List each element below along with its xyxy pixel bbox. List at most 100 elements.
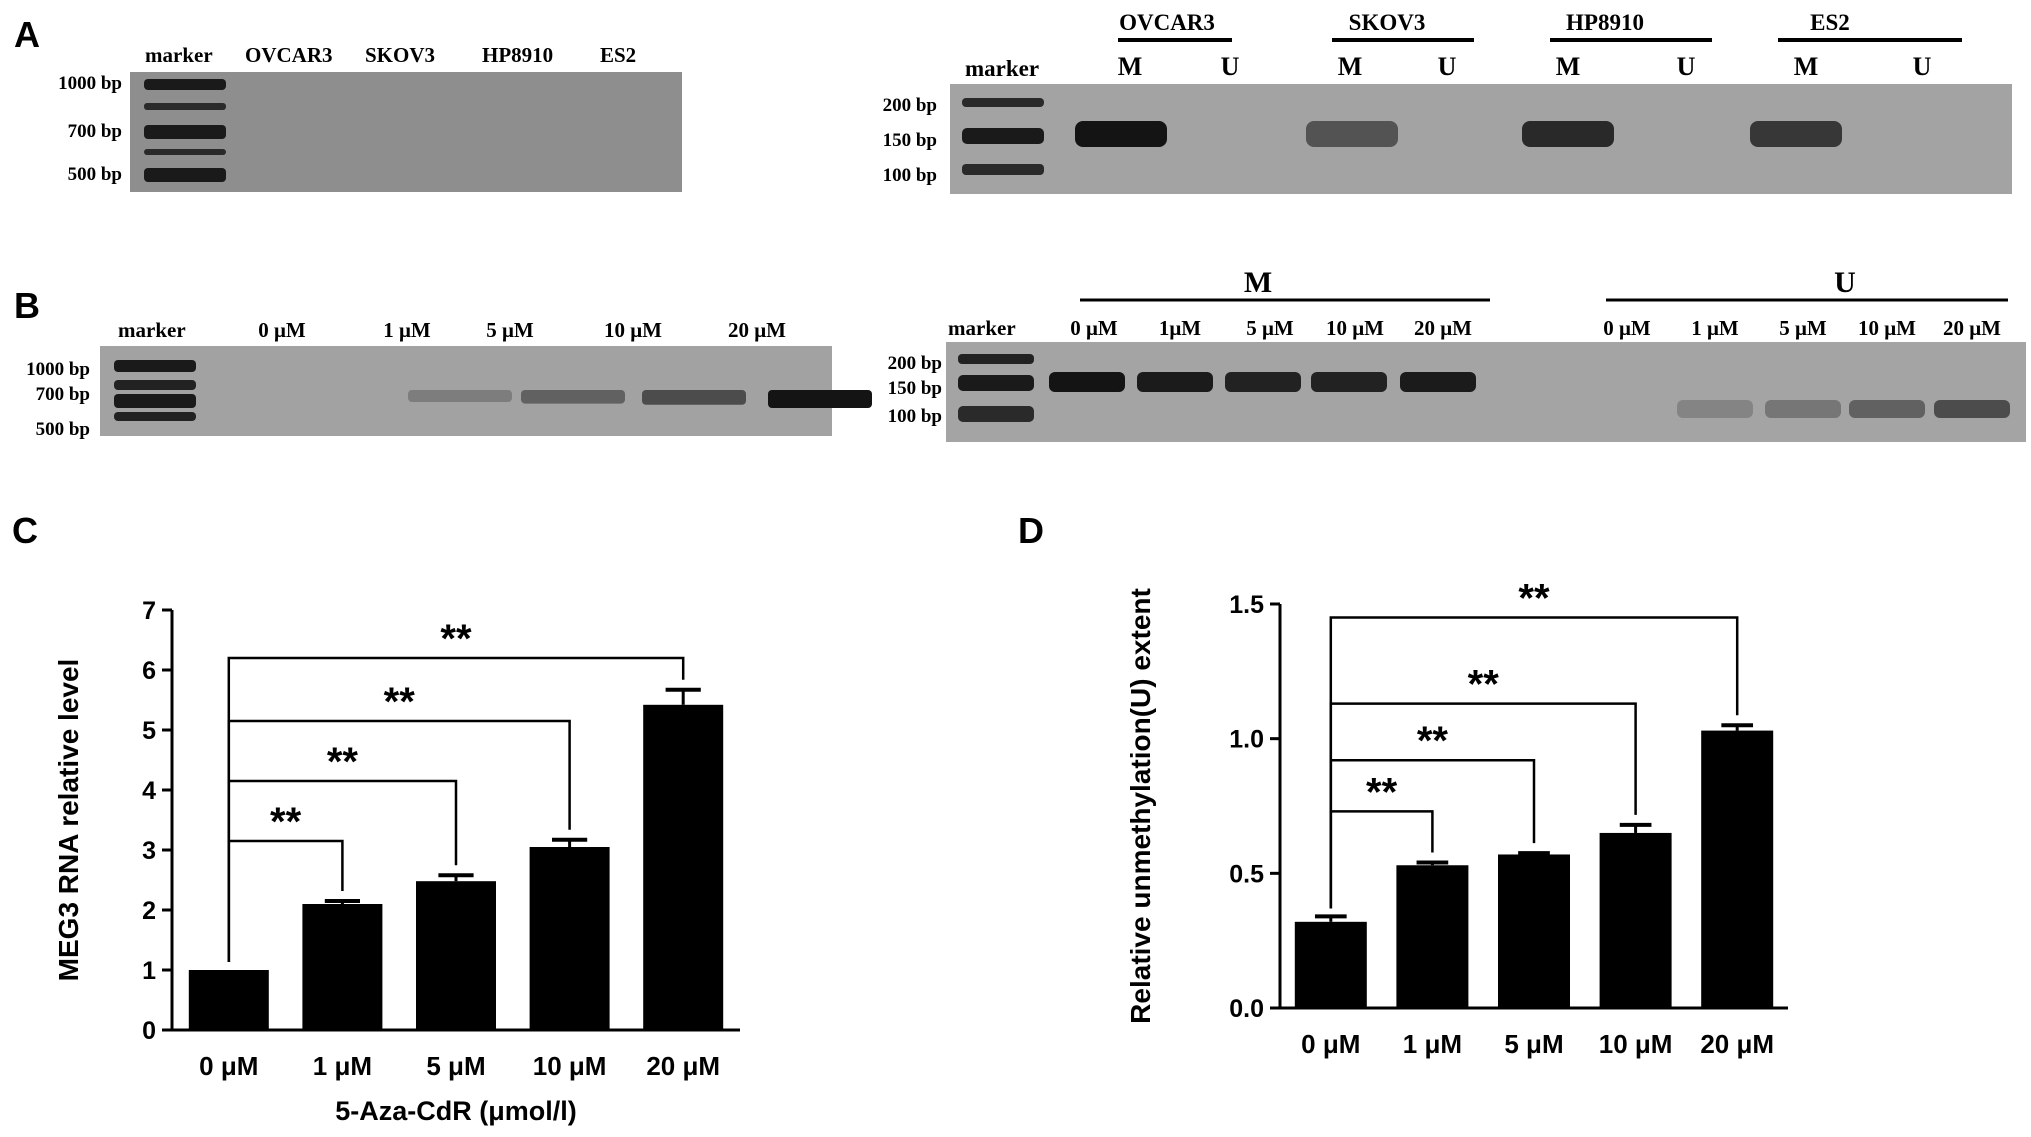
gel-a-left-lane-label: ES2	[600, 43, 636, 67]
marker-band	[114, 394, 196, 408]
gel-b-right-group-m: M	[1244, 266, 1272, 299]
gel-a-right-group-label: SKOV3	[1349, 10, 1426, 35]
x-tick-label: 1 μM	[313, 1051, 372, 1081]
y-axis-title: MEG3 RNA relative level	[53, 659, 84, 982]
panel-letter-a: A	[14, 14, 40, 55]
gel-b-right-size-label: 150 bp	[888, 378, 942, 399]
y-tick-label: 0	[142, 1017, 156, 1045]
x-tick-label: 20 μM	[1700, 1029, 1774, 1059]
gel-b-left-lane-label: marker	[118, 318, 186, 342]
x-tick-label: 10 μM	[1599, 1029, 1673, 1059]
gel-band	[1765, 400, 1841, 418]
gel-band	[1225, 372, 1301, 392]
gel-b-right-size-label: 200 bp	[888, 353, 942, 374]
sublane-label: M	[1118, 52, 1143, 81]
marker-band	[114, 380, 196, 390]
x-tick-label: 0 μM	[199, 1051, 258, 1081]
y-tick-label: 1.5	[1229, 591, 1264, 619]
chart-d: 0.0 0.5 1.0 1.5 0 μM 1 μM 5 μM 10 μM 20 μM ** ** **…	[1125, 576, 1788, 1059]
gel-band	[1075, 121, 1167, 147]
gel-b-right-lane-label: 1μM	[1159, 316, 1201, 340]
bar	[1396, 865, 1469, 1008]
x-tick-label: 10 μM	[533, 1051, 607, 1081]
gel-a-left-lane-label: HP8910	[482, 43, 553, 67]
gel-b-right-lane-label: 10 μM	[1326, 316, 1384, 340]
significance-label: **	[1417, 719, 1449, 763]
gel-band	[1849, 400, 1925, 418]
marker-band	[958, 354, 1034, 364]
significance-label: **	[384, 680, 416, 724]
bar	[416, 881, 496, 1030]
gel-b-right-lane-label: 10 μM	[1858, 316, 1916, 340]
marker-band	[144, 168, 226, 182]
x-tick-label: 20 μM	[646, 1051, 720, 1081]
significance-bracket	[1329, 616, 1739, 909]
gel-a-left-size-label: 1000 bp	[58, 73, 122, 94]
gel-b-right-marker-label: marker	[948, 316, 1016, 340]
y-tick-label: 4	[142, 777, 156, 805]
gel-a-right-size-label: 200 bp	[883, 95, 937, 116]
marker-band	[144, 79, 226, 90]
gel-a-right-marker-label: marker	[965, 56, 1039, 81]
gel-band	[408, 390, 512, 402]
gel-band	[1934, 400, 2010, 418]
x-tick-label: 0 μM	[1301, 1029, 1360, 1059]
gel-band	[521, 390, 625, 404]
gel-b-right-group-u: U	[1834, 266, 1856, 299]
marker-band	[962, 164, 1044, 175]
bar	[643, 704, 724, 1030]
bar	[1498, 854, 1570, 1008]
gel-b-left-size-label: 700 bp	[36, 384, 90, 405]
sublane-label: U	[1677, 52, 1696, 81]
y-tick-label: 7	[142, 597, 156, 625]
gel-band	[1306, 121, 1398, 147]
gel-band	[1311, 372, 1387, 392]
bar	[529, 847, 610, 1030]
significance-label: **	[1468, 663, 1500, 707]
gel-a-left-size-label: 700 bp	[68, 121, 122, 142]
gel-a-left: marker OVCAR3 SKOV3 HP8910 ES2 1000 bp 7…	[58, 43, 682, 192]
bar	[1294, 921, 1367, 1008]
significance-bracket	[227, 656, 685, 962]
gel-b-right-lane-label: 0 μM	[1603, 316, 1651, 340]
significance-label: **	[327, 740, 359, 784]
bar	[302, 904, 383, 1030]
gel-b-right: M U marker 0 μM 1μM 5 μM 10 μM 20 μM 0 μ…	[888, 266, 2026, 442]
sublane-label: M	[1794, 52, 1819, 81]
gel-b-right-lane-label: 0 μM	[1070, 316, 1118, 340]
sublane-label: U	[1438, 52, 1457, 81]
y-axis-title: Relative unmethylation(U) extent	[1125, 588, 1156, 1024]
y-tick-label: 0.5	[1229, 860, 1264, 888]
sublane-label: U	[1221, 52, 1240, 81]
marker-band	[114, 360, 196, 372]
y-tick-label: 1	[142, 957, 156, 985]
significance-label: **	[1518, 576, 1550, 620]
gel-b-right-lane-label: 20 μM	[1943, 316, 2001, 340]
gel-a-right-size-label: 100 bp	[883, 165, 937, 186]
significance-label: **	[1366, 770, 1398, 814]
gel-b-right-lane-label: 1 μM	[1691, 316, 1739, 340]
y-tick-label: 5	[142, 717, 156, 745]
gel-a-right-group-label: OVCAR3	[1119, 10, 1215, 35]
x-tick-label: 5 μM	[1504, 1029, 1563, 1059]
gel-b-left-lane-label: 0 μM	[258, 318, 306, 342]
x-axis-title: 5-Aza-CdR (μmol/l)	[335, 1096, 577, 1126]
gel-a-left-size-label: 500 bp	[68, 164, 122, 185]
chart-c: 0 1 2 3 4 5 6 7 0 μM 1 μM 5 μM 10 μM 20 μM ** ** ** ** ME…	[53, 597, 740, 1126]
y-tick-label: 3	[142, 837, 156, 865]
gel-b-left-lane-label: 5 μM	[486, 318, 534, 342]
marker-band	[962, 128, 1044, 144]
gel-b-left-size-label: 1000 bp	[26, 359, 90, 380]
gel-a-left-lane-label: OVCAR3	[245, 43, 333, 67]
significance-label: **	[270, 800, 302, 844]
gel-band	[768, 390, 872, 408]
gel-a-right-group-label: HP8910	[1566, 10, 1644, 35]
gel-a-right-group-label: ES2	[1810, 10, 1850, 35]
marker-band	[144, 103, 226, 110]
x-tick-label: 1 μM	[1403, 1029, 1462, 1059]
gel-b-right-size-label: 100 bp	[888, 406, 942, 427]
y-tick-label: 1.0	[1229, 726, 1264, 754]
marker-band	[144, 149, 226, 155]
panel-letter-c: C	[12, 510, 38, 551]
